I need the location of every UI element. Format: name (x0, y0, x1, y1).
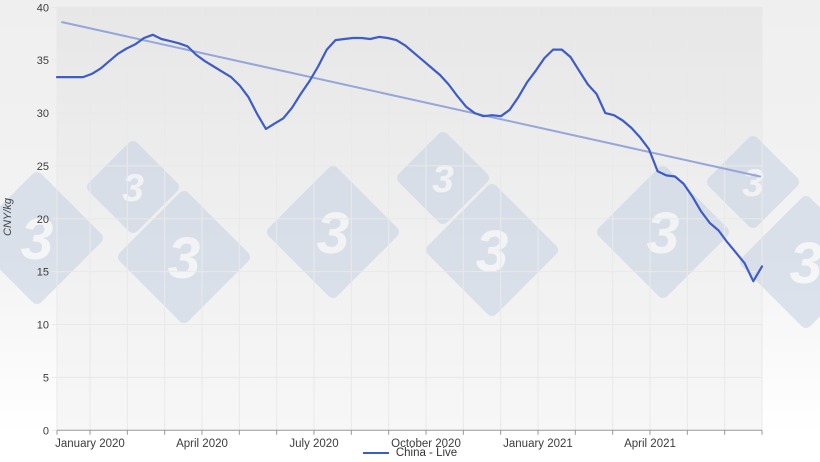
y-tick-label: 35 (37, 55, 49, 67)
watermark-diamond: 3 (0, 172, 103, 304)
watermark-glyph: 3 (21, 207, 54, 272)
y-tick-label: 5 (43, 372, 49, 384)
y-tick-label: 15 (37, 267, 49, 279)
watermark-glyph: 3 (168, 226, 201, 291)
x-tick-label: January 2020 (55, 438, 125, 450)
watermark-diamond: 3 (426, 184, 558, 316)
x-axis (56, 429, 763, 435)
price-series-line (55, 33, 764, 283)
watermark-tile (0, 172, 103, 304)
x-tick-label: January 2021 (503, 438, 573, 450)
x-tick-label: July 2020 (289, 438, 338, 450)
y-tick-label: 10 (37, 320, 49, 332)
y-tick-label: 20 (37, 214, 49, 226)
y-tick-label: 25 (37, 161, 49, 173)
x-tick-label: April 2020 (176, 438, 228, 450)
x-axis-labels: January 2020 April 2020 July 2020 October 2… (55, 438, 676, 450)
watermark-glyph: 3 (647, 201, 680, 266)
watermark-glyph: 3 (742, 162, 764, 205)
watermark-tile (707, 136, 799, 228)
y-tick-label: 0 (43, 425, 49, 437)
legend-label: China - Live (395, 447, 458, 459)
grid-layer (56, 6, 763, 431)
watermark-tile (87, 141, 179, 233)
watermark-glyph: 3 (432, 158, 454, 201)
legend[interactable]: China - Live (0, 447, 820, 459)
watermark-tile (426, 184, 558, 316)
y-axis: 0 5 10 15 20 25 30 35 40 (37, 2, 57, 437)
watermark-glyph: 3 (476, 219, 509, 284)
x-tick-label: October 2020 (391, 438, 461, 450)
trend-line (61, 21, 761, 178)
watermark-diamond: 3 (118, 191, 250, 323)
y-tick-label: 40 (37, 2, 49, 14)
watermark-tile (740, 196, 820, 328)
watermark-diamond: 3 (740, 196, 820, 328)
x-tick-label: April 2021 (624, 438, 676, 450)
legend-line-swatch (362, 452, 389, 454)
watermark-glyph: 3 (317, 201, 350, 266)
y-axis-title: CNY/kg (2, 198, 14, 236)
watermark-tile (118, 191, 250, 323)
y-tick-label: 30 (37, 108, 49, 120)
watermark-glyph: 3 (122, 167, 144, 210)
watermark-glyph: 3 (790, 231, 820, 296)
watermark-diamond: 3 (707, 136, 799, 228)
